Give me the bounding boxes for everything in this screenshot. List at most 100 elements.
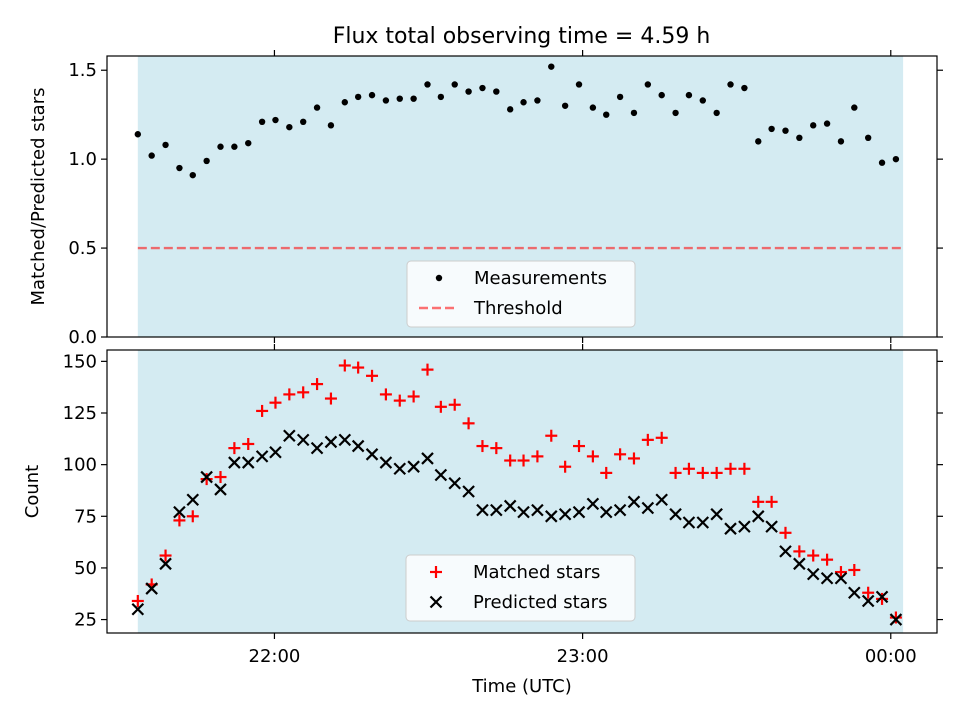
matched-star-point bbox=[641, 433, 654, 446]
matched-star-point bbox=[889, 611, 902, 624]
predicted-star-point bbox=[627, 495, 641, 509]
predicted-star-point bbox=[365, 448, 379, 461]
measurement-point bbox=[713, 109, 720, 117]
y-tick-label: 0.0 bbox=[68, 327, 97, 348]
measurement-point bbox=[782, 127, 789, 134]
predicted-star-point bbox=[558, 507, 572, 521]
matched-star-point bbox=[462, 417, 475, 430]
matched-star-point bbox=[627, 452, 640, 465]
y-tick-label: 125 bbox=[63, 403, 97, 424]
matched-star-point bbox=[366, 369, 379, 382]
measurement-point bbox=[479, 84, 486, 92]
measurement-point bbox=[162, 141, 169, 149]
predicted-star-point bbox=[241, 456, 255, 469]
predicted-star-point bbox=[848, 586, 861, 599]
y-tick-label: 1.0 bbox=[68, 149, 97, 170]
count-legend-box bbox=[405, 554, 636, 622]
y-tick-label: 50 bbox=[74, 558, 97, 579]
predicted-star-point bbox=[145, 582, 158, 595]
predicted-star-point bbox=[200, 470, 213, 484]
measurement-point bbox=[272, 116, 279, 124]
measurement-point bbox=[327, 122, 335, 129]
predicted-star-point bbox=[599, 505, 613, 519]
predicted-star-point bbox=[669, 507, 682, 521]
predicted-star-point bbox=[655, 493, 668, 507]
measurement-point bbox=[231, 143, 238, 150]
matched-star-point bbox=[186, 510, 199, 523]
measurement-point bbox=[616, 93, 624, 101]
predicted-star-point bbox=[641, 501, 655, 515]
predicted-star-point bbox=[255, 450, 269, 463]
y-tick-label: 150 bbox=[63, 351, 97, 372]
measurement-point bbox=[506, 106, 514, 113]
predicted-star-point bbox=[889, 613, 903, 626]
measurement-point bbox=[823, 120, 831, 127]
predicted-star-point bbox=[448, 476, 461, 490]
predicted-star-point bbox=[503, 499, 517, 513]
matched-star-point bbox=[614, 448, 627, 461]
matched-star-point bbox=[586, 450, 599, 463]
matched-star-point bbox=[297, 386, 310, 399]
matched-star-point bbox=[338, 359, 351, 372]
axes-frame bbox=[106, 55, 938, 338]
predicted-star-point bbox=[779, 545, 792, 558]
matched-star-point bbox=[545, 429, 558, 442]
matched-star-point bbox=[682, 462, 695, 475]
measurement-point bbox=[286, 123, 293, 131]
predicted-star-point bbox=[310, 441, 324, 455]
matched-star-point bbox=[324, 392, 337, 405]
measurement-point bbox=[300, 118, 307, 126]
y-tick-label: 75 bbox=[74, 506, 97, 527]
predicted-star-point bbox=[338, 433, 352, 447]
measurement-point bbox=[837, 138, 845, 145]
measurement-point bbox=[561, 102, 569, 109]
count-panel: 25507510012515022:0023:0000:0001:0002:00… bbox=[22, 344, 943, 697]
ratio-legend: Measurements Threshold bbox=[406, 260, 636, 328]
predicted-star-point bbox=[613, 503, 627, 517]
legend-measurements-label: Measurements bbox=[474, 268, 607, 289]
predicted-star-point bbox=[572, 505, 586, 519]
measurement-point bbox=[189, 171, 196, 179]
matched-star-point bbox=[600, 466, 613, 479]
predicted-star-point bbox=[186, 493, 200, 507]
measurement-point bbox=[864, 134, 872, 142]
predicted-star-point bbox=[283, 429, 296, 443]
measurement-point bbox=[520, 99, 527, 106]
x-tick-label: 22:00 bbox=[249, 646, 301, 667]
predicted-star-point bbox=[696, 516, 710, 529]
matched-star-point bbox=[807, 549, 820, 562]
matched-star-point bbox=[710, 466, 723, 479]
matched-star-point bbox=[228, 442, 241, 455]
count-legend: Matched stars Predicted stars bbox=[405, 554, 636, 622]
y-tick-label: 1.5 bbox=[68, 60, 97, 81]
matched-star-point bbox=[876, 592, 889, 605]
predicted-star-point bbox=[724, 522, 737, 535]
predicted-star-point bbox=[806, 567, 820, 581]
predicted-star-point bbox=[434, 468, 448, 482]
predicted-star-point bbox=[682, 516, 696, 529]
legend-predicted-label: Predicted stars bbox=[473, 592, 607, 613]
matched-star-point bbox=[421, 363, 434, 376]
predicted-star-point bbox=[820, 571, 834, 585]
matched-star-point bbox=[131, 594, 144, 607]
predicted-star-point bbox=[407, 460, 420, 473]
measurement-point bbox=[341, 99, 349, 106]
measurement-point bbox=[534, 97, 541, 104]
predicted-star-point bbox=[544, 510, 558, 523]
ratio-axes: 0.0 0.5 1.0 1.5 bbox=[68, 50, 943, 348]
y-tick-label: 25 bbox=[74, 610, 97, 631]
ratio-panel: 0.0 0.5 1.0 1.5 Matched/Predicted stars Mea… bbox=[28, 50, 943, 348]
matched-star-point bbox=[393, 394, 406, 407]
predicted-star-point bbox=[269, 445, 282, 459]
matched-star-point bbox=[834, 566, 847, 579]
matched-star-point bbox=[779, 526, 792, 539]
matched-star-point bbox=[173, 514, 186, 527]
legend-matched-marker bbox=[430, 566, 442, 578]
legend-measurements-marker bbox=[435, 274, 443, 282]
measurement-point bbox=[685, 91, 693, 99]
matched-star-point bbox=[821, 553, 834, 566]
measurement-point bbox=[245, 139, 252, 147]
predicted-star-point bbox=[228, 456, 241, 469]
